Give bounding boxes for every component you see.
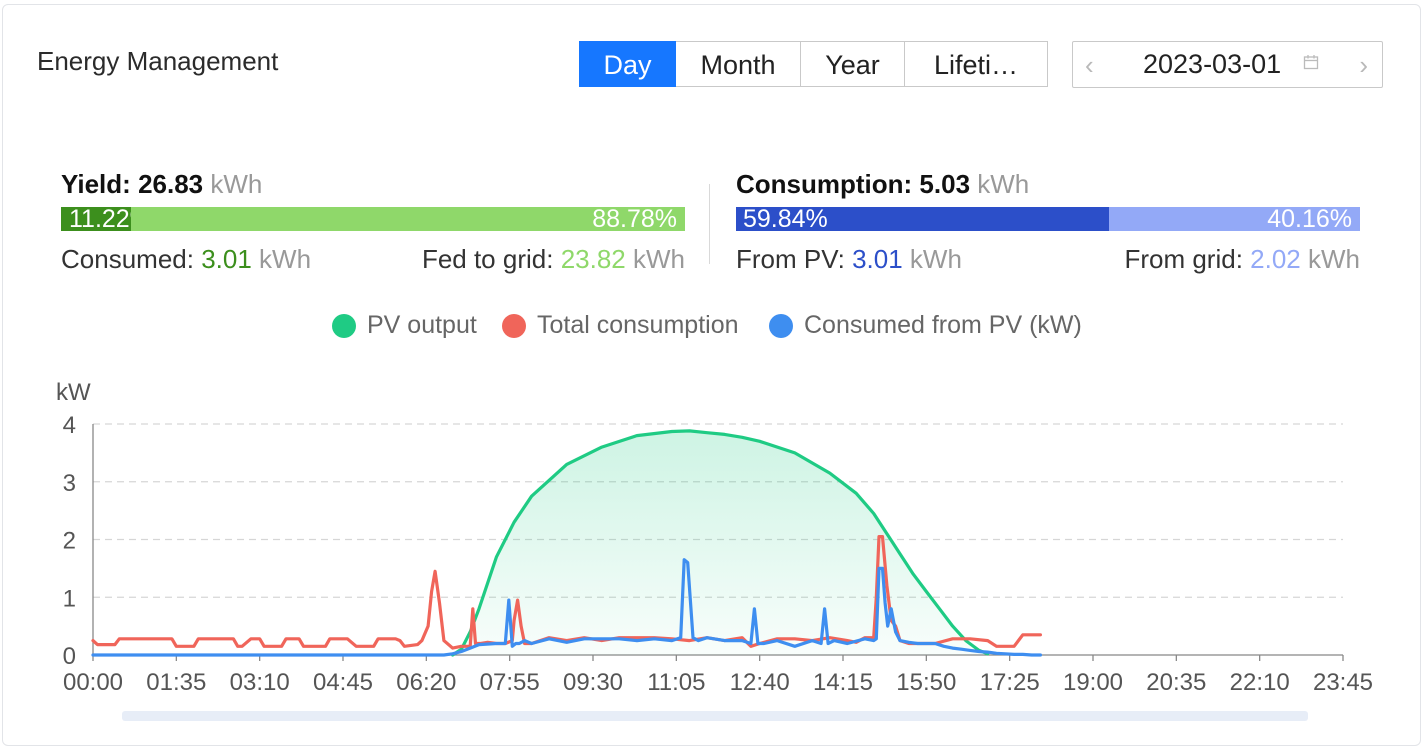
summary-divider	[709, 184, 710, 264]
x-tick-23:45: 23:45	[1313, 669, 1373, 696]
consumption-pv-value: 3.01	[852, 244, 903, 274]
legend-pv-output[interactable]: PV output	[332, 311, 477, 340]
yield-consumed-value: 3.01	[201, 244, 252, 274]
yield-value: 26.83	[138, 169, 204, 199]
tab-year[interactable]: Year	[801, 41, 905, 87]
legend-pv-dot	[332, 313, 356, 338]
tab-day[interactable]: Day	[579, 41, 676, 87]
x-tick-15:50: 15:50	[896, 669, 956, 696]
y-tick-1: 1	[63, 585, 76, 612]
x-tick-14:15: 14:15	[813, 669, 873, 696]
consumption-grid-pct: 40.16%	[1267, 205, 1352, 233]
x-tick-04:45: 04:45	[313, 669, 373, 696]
consumption-unit: kWh	[977, 169, 1030, 199]
consumption-grid-label: From grid:	[1124, 244, 1243, 274]
consumption-pv-unit: kWh	[909, 244, 962, 274]
yield-fed: Fed to grid: 23.82 kWh	[422, 244, 685, 275]
date-value[interactable]: 2023-03-01	[1143, 49, 1282, 79]
tab-lifetime[interactable]: Lifeti…	[905, 41, 1048, 87]
y-tick-3: 3	[63, 470, 76, 497]
yield-fed-unit: kWh	[633, 244, 685, 274]
y-axis-label: kW	[56, 379, 91, 406]
yield-label: Yield:	[61, 169, 131, 199]
chart-zoom-slider[interactable]	[122, 711, 1308, 721]
x-ticks: 00:00 01:35 03:10 04:45 06:20 07:55 09:30 11:05…	[63, 655, 1373, 696]
legend-consumed-from-pv[interactable]: Consumed from PV (kW)	[769, 311, 1082, 340]
consumption-bar: 59.84% 40.16%	[736, 205, 1360, 233]
yield-fed-value: 23.82	[560, 244, 626, 274]
consumption-summary: Consumption: 5.03 kWh	[736, 169, 1029, 200]
yield-fed-segment: 88.78%	[131, 205, 685, 233]
yield-consumed-unit: kWh	[259, 244, 312, 274]
consumption-value: 5.03	[919, 169, 971, 199]
consumption-grid-value: 2.02	[1250, 244, 1301, 274]
consumption-pv-segment: 59.84%	[736, 205, 1109, 233]
x-tick-00:00: 00:00	[63, 669, 123, 696]
x-tick-19:00: 19:00	[1063, 669, 1123, 696]
x-tick-06:20: 06:20	[396, 669, 456, 696]
range-tabs: Day Month Year Lifeti…	[579, 41, 1048, 87]
consumption-pv-label: From PV:	[736, 244, 845, 274]
series-line-consumed-from-pv-kw	[91, 558, 1042, 657]
legend-total-consumption[interactable]: Total consumption	[502, 311, 739, 340]
consumption-grid-segment: 40.16%	[1109, 205, 1360, 233]
x-tick-07:55: 07:55	[480, 669, 540, 696]
yield-fed-pct: 88.78%	[592, 205, 677, 233]
chevron-left-icon[interactable]: ‹	[1085, 50, 1094, 80]
x-tick-11:05: 11:05	[647, 669, 705, 696]
consumption-pv: From PV: 3.01 kWh	[736, 244, 962, 275]
x-tick-17:25: 17:25	[980, 669, 1040, 696]
yield-consumed: Consumed: 3.01 kWh	[61, 244, 311, 275]
consumption-grid: From grid: 2.02 kWh	[1124, 244, 1360, 275]
calendar-icon[interactable]	[1303, 54, 1319, 70]
x-tick-01:35: 01:35	[146, 669, 206, 696]
y-ticks: 0 1 2 3 4	[63, 412, 76, 670]
legend-pv-label: PV output	[367, 311, 477, 339]
yield-unit: kWh	[210, 169, 263, 199]
consumption-grid-unit: kWh	[1308, 244, 1360, 274]
consumption-pv-pct: 59.84%	[743, 205, 828, 233]
y-tick-2: 2	[63, 528, 76, 555]
legend-cpv-label: Consumed from PV (kW)	[804, 311, 1082, 339]
series-group	[91, 429, 1042, 657]
y-tick-4: 4	[63, 412, 76, 439]
consumption-label: Consumption:	[736, 169, 913, 199]
series-area-pv-output	[452, 430, 988, 655]
legend-total-dot	[502, 313, 526, 338]
legend-total-label: Total consumption	[537, 311, 739, 339]
y-tick-0: 0	[63, 643, 76, 670]
chevron-right-icon[interactable]: ›	[1359, 50, 1368, 80]
x-tick-20:35: 20:35	[1146, 669, 1206, 696]
x-tick-12:40: 12:40	[730, 669, 790, 696]
page-title: Energy Management	[37, 46, 279, 76]
x-tick-03:10: 03:10	[230, 669, 290, 696]
x-tick-09:30: 09:30	[563, 669, 623, 696]
series-line-pv-output	[451, 429, 990, 657]
date-picker[interactable]: ‹ 2023-03-01 ›	[1072, 41, 1383, 88]
yield-summary: Yield: 26.83 kWh	[61, 169, 262, 200]
tab-month[interactable]: Month	[676, 41, 801, 87]
yield-bar: 11.22% 88.78%	[61, 205, 685, 233]
legend-cpv-dot	[769, 313, 793, 338]
yield-fed-label: Fed to grid:	[421, 244, 554, 274]
x-tick-22:10: 22:10	[1230, 669, 1290, 696]
yield-consumed-label: Consumed:	[61, 244, 194, 274]
